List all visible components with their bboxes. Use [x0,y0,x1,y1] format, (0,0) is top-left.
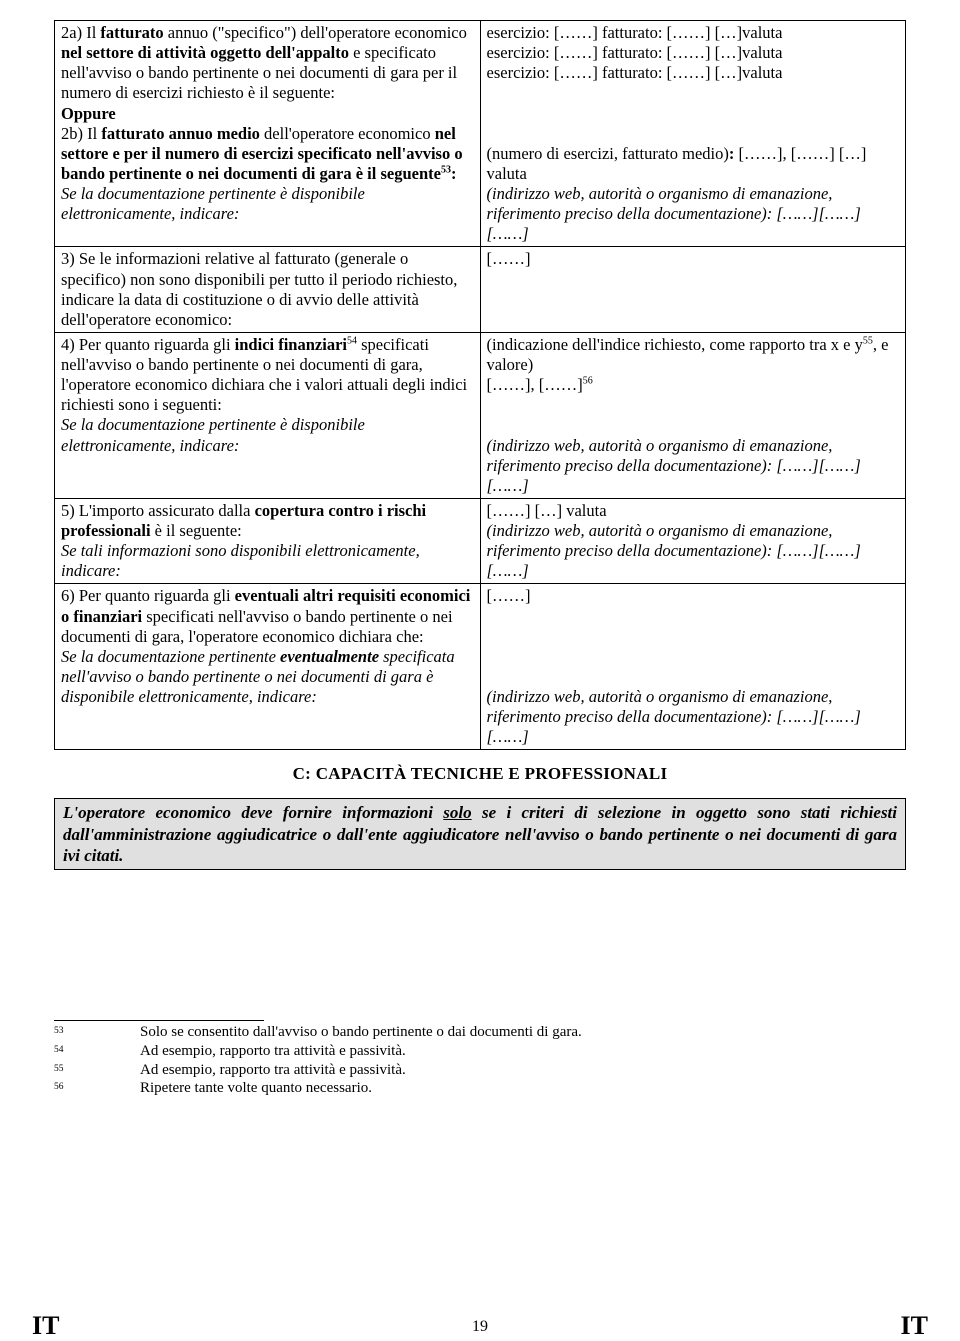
footer-right: IT [901,1311,928,1341]
left-cell: 5) L'importo assicurato dalla copertura … [55,498,481,584]
right-cell: [……](indirizzo web, autorità o organismo… [480,584,906,750]
footnote-num: 56 [54,1079,140,1098]
right-cell: (indicazione dell'indice richiesto, come… [480,332,906,498]
footnote-row: 55Ad esempio, rapporto tra attività e pa… [54,1061,906,1080]
right-cell: [……] [480,247,906,333]
footnote-num: 53 [54,1023,140,1042]
footnote-row: 54Ad esempio, rapporto tra attività e pa… [54,1042,906,1061]
right-cell: [……] […] valuta(indirizzo web, autorità … [480,498,906,584]
left-cell: 4) Per quanto riguarda gli indici finanz… [55,332,481,498]
footnote-text: Ad esempio, rapporto tra attività e pass… [140,1061,906,1080]
right-cell: esercizio: [……] fatturato: [……] […]valut… [480,21,906,247]
section-c-title: C: CAPACITÀ TECNICHE E PROFESSIONALI [54,764,906,784]
table-row: 5) L'importo assicurato dalla copertura … [55,498,906,584]
footnote-row: 56Ripetere tante volte quanto necessario… [54,1079,906,1098]
footnote-rule [54,1020,264,1021]
footnote-num: 55 [54,1061,140,1080]
instruction-box: L'operatore economico deve fornire infor… [54,798,906,870]
main-table: 2a) Il fatturato annuo ("specifico") del… [54,20,906,750]
table-row: 3) Se le informazioni relative al fattur… [55,247,906,333]
footnote-text: Solo se consentito dall'avviso o bando p… [140,1023,906,1042]
table-row: 4) Per quanto riguarda gli indici finanz… [55,332,906,498]
footer-pagenum: 19 [0,1318,960,1336]
left-cell: 2a) Il fatturato annuo ("specifico") del… [55,21,481,247]
page: 2a) Il fatturato annuo ("specifico") del… [0,0,960,1329]
left-cell: 3) Se le informazioni relative al fattur… [55,247,481,333]
footnote-num: 54 [54,1042,140,1061]
footnote-row: 53Solo se consentito dall'avviso o bando… [54,1023,906,1042]
footnote-text: Ripetere tante volte quanto necessario. [140,1079,906,1098]
main-table-body: 2a) Il fatturato annuo ("specifico") del… [55,21,906,750]
table-row: 6) Per quanto riguarda gli eventuali alt… [55,584,906,750]
footnotes: 53Solo se consentito dall'avviso o bando… [54,1020,906,1098]
footnote-text: Ad esempio, rapporto tra attività e pass… [140,1042,906,1061]
left-cell: 6) Per quanto riguarda gli eventuali alt… [55,584,481,750]
table-row: 2a) Il fatturato annuo ("specifico") del… [55,21,906,247]
section-c-title-text: C: CAPACITÀ TECNICHE E PROFESSIONALI [293,764,668,783]
